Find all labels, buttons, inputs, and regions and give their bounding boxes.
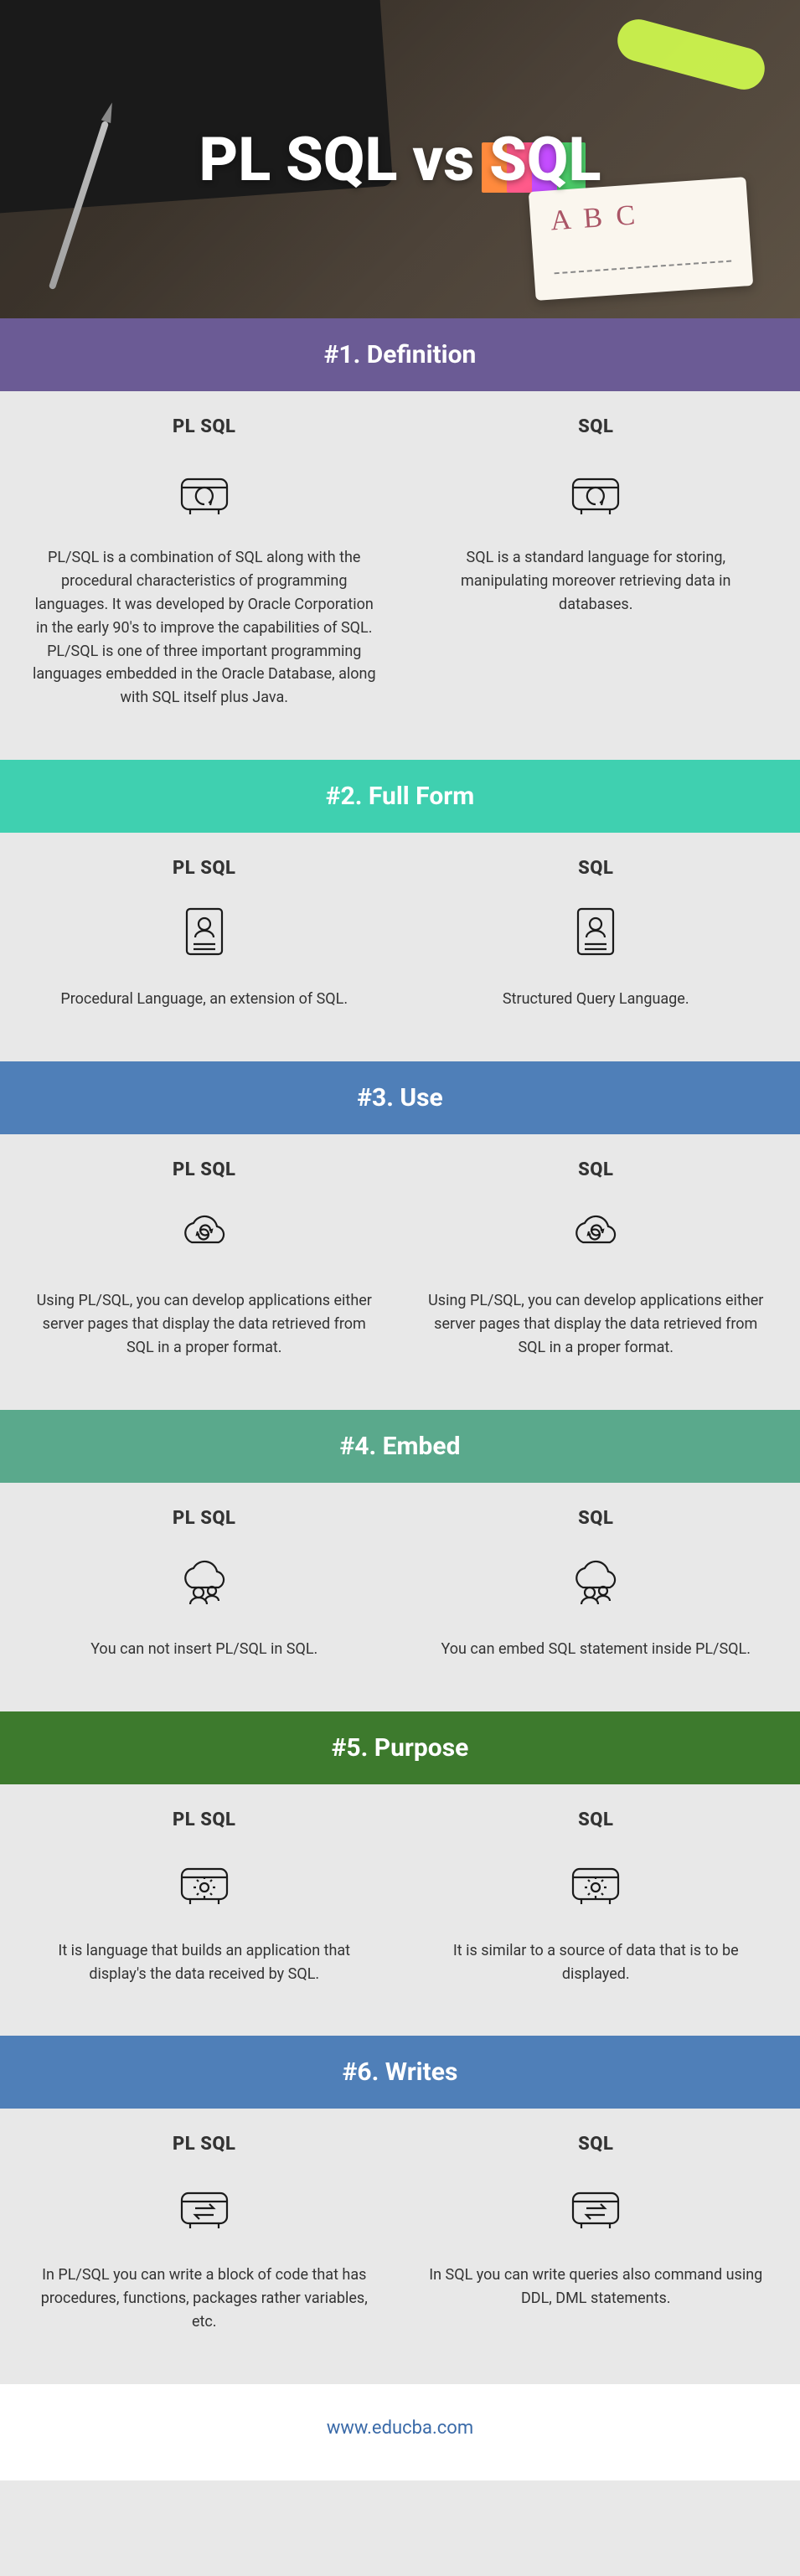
right-column-title: SQL [417, 858, 776, 879]
section-title: Full Form [369, 782, 474, 811]
section-header-6: #6. Writes [0, 2036, 800, 2109]
right-column-title: SQL [417, 1809, 776, 1830]
left-column-title: PL SQL [25, 858, 384, 879]
right-column-title: SQL [417, 1159, 776, 1180]
left-column: PL SQL Procedural Language, an extension… [25, 858, 384, 1011]
section-body-4: PL SQL You can not insert PL/SQL in SQL.… [0, 1483, 800, 1711]
right-column: SQL SQL is a standard language for stori… [417, 416, 776, 710]
left-column-title: PL SQL [25, 2134, 384, 2155]
footer-url: www.educba.com [327, 2418, 473, 2439]
section-body-5: PL SQL It is language that builds an app… [0, 1784, 800, 2037]
right-column-text: SQL is a standard language for storing, … [417, 546, 776, 617]
left-column: PL SQL It is language that builds an app… [25, 1809, 384, 1986]
left-column-text: It is language that builds an applicatio… [25, 1939, 384, 1986]
cloud-people-icon [417, 1544, 776, 1619]
right-column-title: SQL [417, 1508, 776, 1529]
section-number: #2. [326, 782, 363, 811]
server-arrows-icon [417, 2170, 776, 2245]
section-header-4: #4. Embed [0, 1410, 800, 1483]
right-column: SQL Structured Query Language. [417, 858, 776, 1011]
left-column-text: Using PL/SQL, you can develop applicatio… [25, 1289, 384, 1360]
section-header-2: #2. Full Form [0, 760, 800, 833]
left-column-text: You can not insert PL/SQL in SQL. [25, 1638, 384, 1661]
page-title: PL SQL vs SQL [199, 124, 601, 195]
section-header-1: #1. Definition [0, 318, 800, 391]
right-column: SQL You can embed SQL statement inside P… [417, 1508, 776, 1661]
footer: www.educba.com [0, 2384, 800, 2480]
right-column: SQL It is similar to a source of data th… [417, 1809, 776, 1986]
right-column-text: In SQL you can write queries also comman… [417, 2264, 776, 2310]
section-title: Purpose [374, 1733, 469, 1763]
right-column-text: You can embed SQL statement inside PL/SQ… [417, 1638, 776, 1661]
left-column-text: PL/SQL is a combination of SQL along wit… [25, 546, 384, 710]
server-arrows-icon [25, 2170, 384, 2245]
right-column: SQL In SQL you can write queries also co… [417, 2134, 776, 2334]
right-column-title: SQL [417, 2134, 776, 2155]
left-column: PL SQL PL/SQL is a combination of SQL al… [25, 416, 384, 710]
section-number: #3. [357, 1083, 394, 1112]
profile-icon [417, 894, 776, 969]
left-column: PL SQL You can not insert PL/SQL in SQL. [25, 1508, 384, 1661]
section-title: Use [400, 1083, 442, 1112]
left-column-title: PL SQL [25, 416, 384, 437]
hero-decor-notebook: A B C [529, 177, 753, 301]
left-column-text: Procedural Language, an extension of SQL… [25, 988, 384, 1011]
left-column-title: PL SQL [25, 1508, 384, 1529]
left-column: PL SQL In PL/SQL you can write a block o… [25, 2134, 384, 2334]
cloud-sync-icon [25, 1195, 384, 1271]
left-column: PL SQL Using PL/SQL, you can develop app… [25, 1159, 384, 1360]
right-column-title: SQL [417, 416, 776, 437]
section-number: #1. [324, 340, 361, 369]
section-title: Embed [383, 1432, 461, 1461]
cloud-sync-icon [417, 1195, 776, 1271]
cloud-people-icon [25, 1544, 384, 1619]
server-gear-icon [25, 1846, 384, 1921]
left-column-text: In PL/SQL you can write a block of code … [25, 2264, 384, 2334]
section-number: #4. [340, 1432, 377, 1461]
right-column-text: Structured Query Language. [417, 988, 776, 1011]
right-column: SQL Using PL/SQL, you can develop applic… [417, 1159, 776, 1360]
left-column-title: PL SQL [25, 1159, 384, 1180]
section-body-6: PL SQL In PL/SQL you can write a block o… [0, 2109, 800, 2384]
backup-icon [417, 452, 776, 528]
section-body-1: PL SQL PL/SQL is a combination of SQL al… [0, 391, 800, 760]
section-header-5: #5. Purpose [0, 1711, 800, 1784]
left-column-title: PL SQL [25, 1809, 384, 1830]
section-body-3: PL SQL Using PL/SQL, you can develop app… [0, 1134, 800, 1410]
section-body-2: PL SQL Procedural Language, an extension… [0, 833, 800, 1061]
right-column-text: Using PL/SQL, you can develop applicatio… [417, 1289, 776, 1360]
section-number: #6. [343, 2057, 379, 2087]
section-header-3: #3. Use [0, 1061, 800, 1134]
backup-icon [25, 452, 384, 528]
hero-banner: A B C PL SQL vs SQL [0, 0, 800, 318]
server-gear-icon [417, 1846, 776, 1921]
section-title: Writes [385, 2057, 458, 2087]
section-number: #5. [332, 1733, 369, 1763]
right-column-text: It is similar to a source of data that i… [417, 1939, 776, 1986]
hero-decor-pen [49, 121, 110, 290]
profile-icon [25, 894, 384, 969]
section-title: Definition [367, 340, 477, 369]
